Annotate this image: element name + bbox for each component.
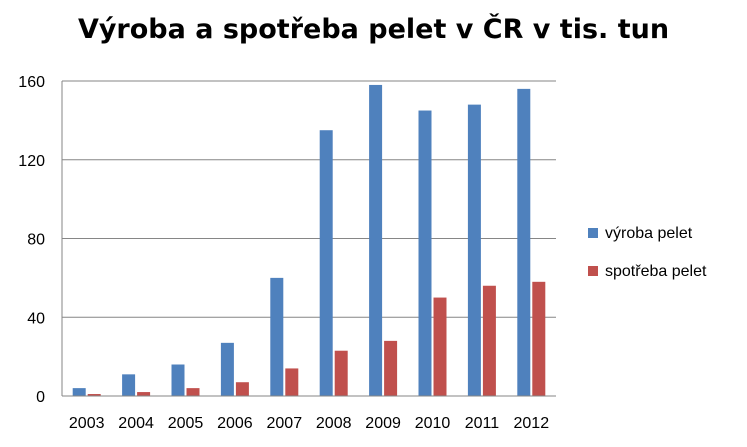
- bar-vyroba-2003: [72, 388, 86, 396]
- x-tick-label: 2009: [365, 415, 401, 432]
- legend-label: spotřeba pelet: [605, 263, 707, 280]
- y-tick-label: 0: [36, 389, 45, 406]
- x-tick-label: 2005: [168, 415, 204, 432]
- x-tick-label: 2010: [415, 415, 451, 432]
- x-tick-label: 2012: [514, 415, 550, 432]
- bar-spotreba-2005: [186, 388, 200, 396]
- x-tick-label: 2007: [267, 415, 303, 432]
- y-tick-label: 40: [27, 310, 45, 327]
- bar-vyroba-2004: [122, 374, 136, 396]
- x-axis-ticks: 2003 2004 2005 2006 2007 2008 2009 2010 2011 2012: [69, 415, 549, 432]
- legend-swatch: [588, 228, 598, 238]
- chart-title: Výroba a spotřeba pelet v ČR v tis. tun: [77, 14, 670, 45]
- legend-swatch: [588, 266, 598, 276]
- bar-spotreba-2008: [334, 350, 348, 396]
- bar-spotreba-2006: [235, 382, 249, 396]
- gridlines: [62, 80, 556, 318]
- bar-spotreba-2012: [532, 281, 546, 396]
- bar-vyroba-2012: [517, 88, 531, 396]
- y-tick-label: 160: [18, 74, 45, 91]
- bar-vyroba-2005: [171, 364, 185, 396]
- bar-spotreba-2003: [87, 394, 101, 396]
- bar-vyroba-2011: [467, 104, 481, 396]
- bar-vyroba-2009: [369, 84, 383, 396]
- y-axis-ticks: 0 40 80 120 160: [18, 74, 45, 406]
- bar-spotreba-2010: [433, 297, 447, 396]
- x-tick-label: 2004: [118, 415, 154, 432]
- bar-vyroba-2010: [418, 110, 432, 396]
- legend-label: výroba pelet: [605, 225, 693, 242]
- bar-vyroba-2008: [319, 130, 333, 396]
- x-tick-label: 2006: [217, 415, 253, 432]
- bar-spotreba-2007: [285, 368, 299, 396]
- bar-spotreba-2009: [384, 340, 398, 396]
- y-tick-label: 80: [27, 232, 45, 249]
- x-tick-label: 2003: [69, 415, 105, 432]
- x-tick-label: 2011: [465, 415, 500, 432]
- bar-spotreba-2004: [137, 392, 151, 396]
- y-tick-label: 120: [18, 153, 45, 170]
- bar-vyroba-2006: [220, 342, 234, 396]
- bar-vyroba-2007: [270, 277, 284, 396]
- bars: [72, 84, 546, 396]
- x-tick-label: 2008: [316, 415, 352, 432]
- bar-spotreba-2011: [482, 285, 496, 396]
- legend: výroba pelet spotřeba pelet: [588, 225, 707, 280]
